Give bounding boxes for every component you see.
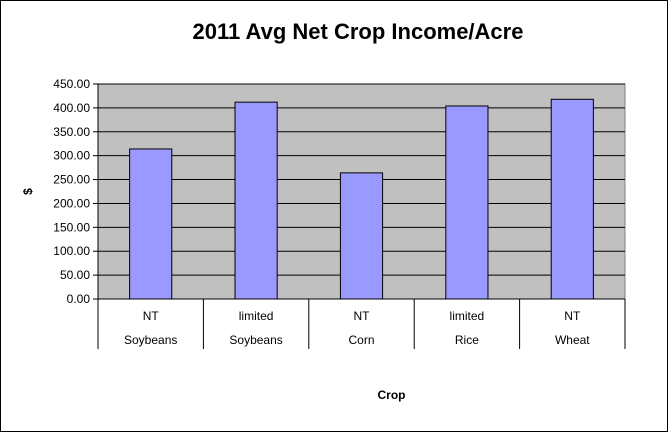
bars xyxy=(129,98,594,300)
y-tick-label: 100.00 xyxy=(53,244,90,258)
y-tick-label: 50.00 xyxy=(60,268,90,282)
y-tick-label: 250.00 xyxy=(53,173,90,187)
x-axis-title: Crop xyxy=(378,388,406,402)
bar-0 xyxy=(129,148,173,300)
y-tick-label: 400.00 xyxy=(53,101,90,115)
x-category-bottom-label: Soybeans xyxy=(229,333,282,347)
x-category-top-label: limited xyxy=(450,309,485,323)
y-tick-label: 200.00 xyxy=(53,196,90,210)
x-category-bottom-label: Corn xyxy=(348,333,374,347)
x-category-top-label: NT xyxy=(564,309,581,323)
bar-1 xyxy=(234,101,278,300)
bar-4 xyxy=(550,98,594,300)
bar-2 xyxy=(339,172,384,300)
y-axis-title: $ xyxy=(21,188,35,195)
x-category-bottom-label: Rice xyxy=(455,333,479,347)
x-category-top-label: NT xyxy=(354,309,371,323)
x-category-top-label: limited xyxy=(239,309,274,323)
x-category-bottom-label: Wheat xyxy=(555,333,590,347)
x-axis: NT Soybeans limited Soybeans NT Corn limited Ri… xyxy=(97,298,626,349)
y-tick-label: 150.00 xyxy=(53,220,90,234)
y-axis-ticks: 0.00 50.00 100.00 150.00 200.00 250.00 300.00 3… xyxy=(53,77,99,306)
y-tick-label: 300.00 xyxy=(53,149,90,163)
bar-3 xyxy=(445,105,489,300)
x-category-bottom-label: Soybeans xyxy=(124,333,177,347)
y-tick-label: 450.00 xyxy=(53,77,90,91)
y-tick-label: 0.00 xyxy=(67,292,91,306)
chart-title: 2011 Avg Net Crop Income/Acre xyxy=(193,19,524,44)
x-category-top-label: NT xyxy=(143,309,160,323)
y-tick-label: 350.00 xyxy=(53,125,90,139)
